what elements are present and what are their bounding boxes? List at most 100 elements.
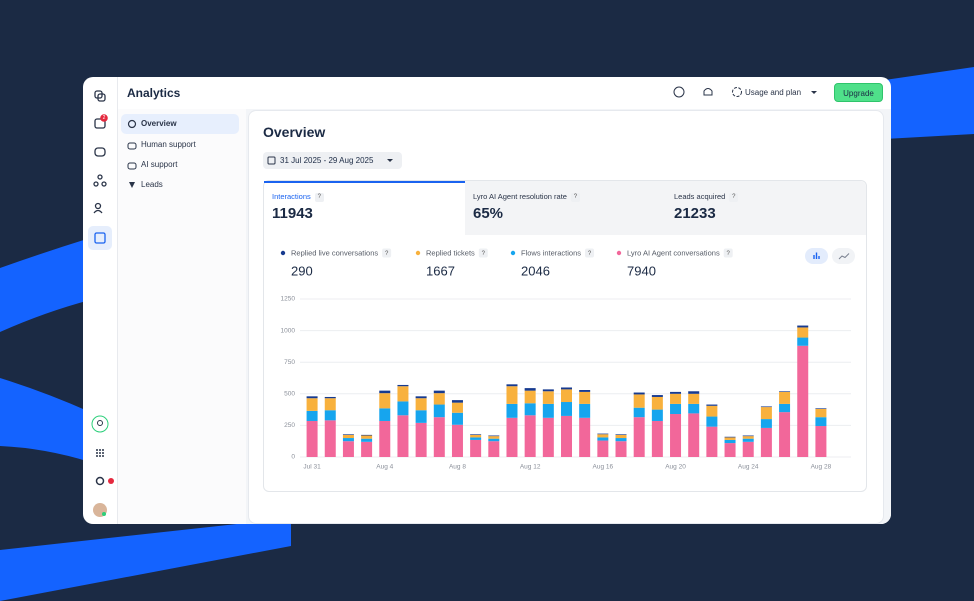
legend-total: 7940 [627,263,656,278]
icon[interactable] [94,232,106,244]
bar-segment [397,415,409,457]
bar-segment [342,438,354,442]
bar-segment [524,403,536,416]
x-tick-label: Jul 31 [303,464,321,471]
icon[interactable] [94,118,106,129]
y-tick-label: 0 [291,454,295,461]
tab-label: Leads acquired [674,192,726,201]
bar-segment [579,403,591,418]
bar-segment [542,391,554,404]
bar-segment [597,440,609,457]
bar-segment [797,327,809,338]
upgrade-button[interactable]: Upgrade [834,83,883,102]
bar-segment [470,434,482,435]
help-icon[interactable] [673,86,685,98]
legend-label[interactable]: Replied tickets [426,248,475,257]
line-view-button[interactable] [832,248,855,264]
bar-segment [815,426,827,457]
tab-value: 11943 [272,205,313,222]
x-tick-label: Aug 12 [520,464,541,471]
bar-segment [615,434,627,439]
bar-segment [488,435,500,437]
bar-segment [742,438,754,442]
legend-label[interactable]: Lyro AI Agent conversations [627,248,720,257]
help-badge[interactable]: ? [482,251,486,257]
nav-item[interactable]: Human support [141,140,196,149]
bar-segment [760,406,772,408]
help-badge[interactable]: ? [588,251,592,257]
bar-segment [633,392,645,395]
bar-segment [651,420,663,457]
bar-segment [342,441,354,457]
legend-label[interactable]: Replied live conversations [291,248,378,257]
bar-segment [706,405,718,417]
help-badge-bg [723,248,733,258]
tab-bg [465,181,866,235]
bar-segment [706,426,718,457]
bar-segment [742,435,754,437]
bar-segment [324,398,336,411]
bar-segment [361,434,373,436]
bar-segment [433,404,445,418]
x-tick-label: Aug 8 [449,464,466,471]
bar-segment [670,391,682,394]
bar-segment [597,434,609,438]
bar-segment [633,417,645,457]
bar-segment [779,391,791,404]
date-picker[interactable]: 31 Jul 2025 - 29 Aug 2025 [263,152,402,169]
bell-icon[interactable] [703,88,713,96]
bar-segment [615,441,627,457]
bar-segment [433,393,445,405]
icon[interactable] [94,147,106,157]
nav-item[interactable]: Overview [141,119,177,128]
bar-segment [397,386,409,402]
nav-item[interactable]: AI support [141,160,178,169]
x-tick-label: Aug 16 [593,464,614,471]
legend-total: 290 [291,263,313,278]
help-badge[interactable]: ? [385,251,389,257]
bar-segment [324,420,336,457]
help-badge[interactable]: ? [727,251,731,257]
tab[interactable]: Interactions? [272,192,324,202]
nav-selected [121,114,239,134]
help-badge[interactable]: ? [314,192,324,202]
icon[interactable] [94,202,102,210]
bar-segment [760,419,772,428]
bar-segment [470,439,482,457]
tab[interactable]: Leads acquired? [674,192,739,202]
bar-segment [379,420,391,457]
icon[interactable] [91,415,109,433]
y-tick-label: 1250 [281,296,296,303]
bar-segment [561,389,572,403]
nav-item[interactable]: Leads [141,180,163,189]
bar-segment [815,408,827,409]
legend-total: 1667 [426,263,455,278]
apps-icon[interactable] [96,449,104,457]
help-badge[interactable]: ? [570,192,580,202]
bar-segment [324,410,336,421]
icon[interactable] [97,174,103,180]
page-title: Analytics [127,86,181,100]
help-badge-bg [478,248,488,258]
bar-segment [470,434,482,438]
tab-value: 21233 [674,205,716,222]
inbox-badge: 2 [102,115,106,121]
bar-segment [561,415,572,457]
x-tick-label: Aug 4 [376,464,393,471]
tab[interactable]: Lyro AI Agent resolution rate? [473,192,580,202]
y-tick-label: 1000 [281,327,296,334]
bar-segment [651,409,663,421]
bar-segment [361,435,373,439]
settings-icon[interactable] [95,476,105,486]
bar-segment [724,436,736,438]
y-tick-label: 250 [284,422,295,429]
header-icons [673,86,817,98]
help-badge-bg [585,248,595,258]
help-badge[interactable]: ? [729,192,739,202]
help-badge-bg [382,248,392,258]
usage-link[interactable]: Usage and plan [745,88,802,97]
bar-segment [506,384,518,387]
y-tick-label: 500 [284,391,295,398]
legend-label[interactable]: Flows interactions [521,248,581,257]
